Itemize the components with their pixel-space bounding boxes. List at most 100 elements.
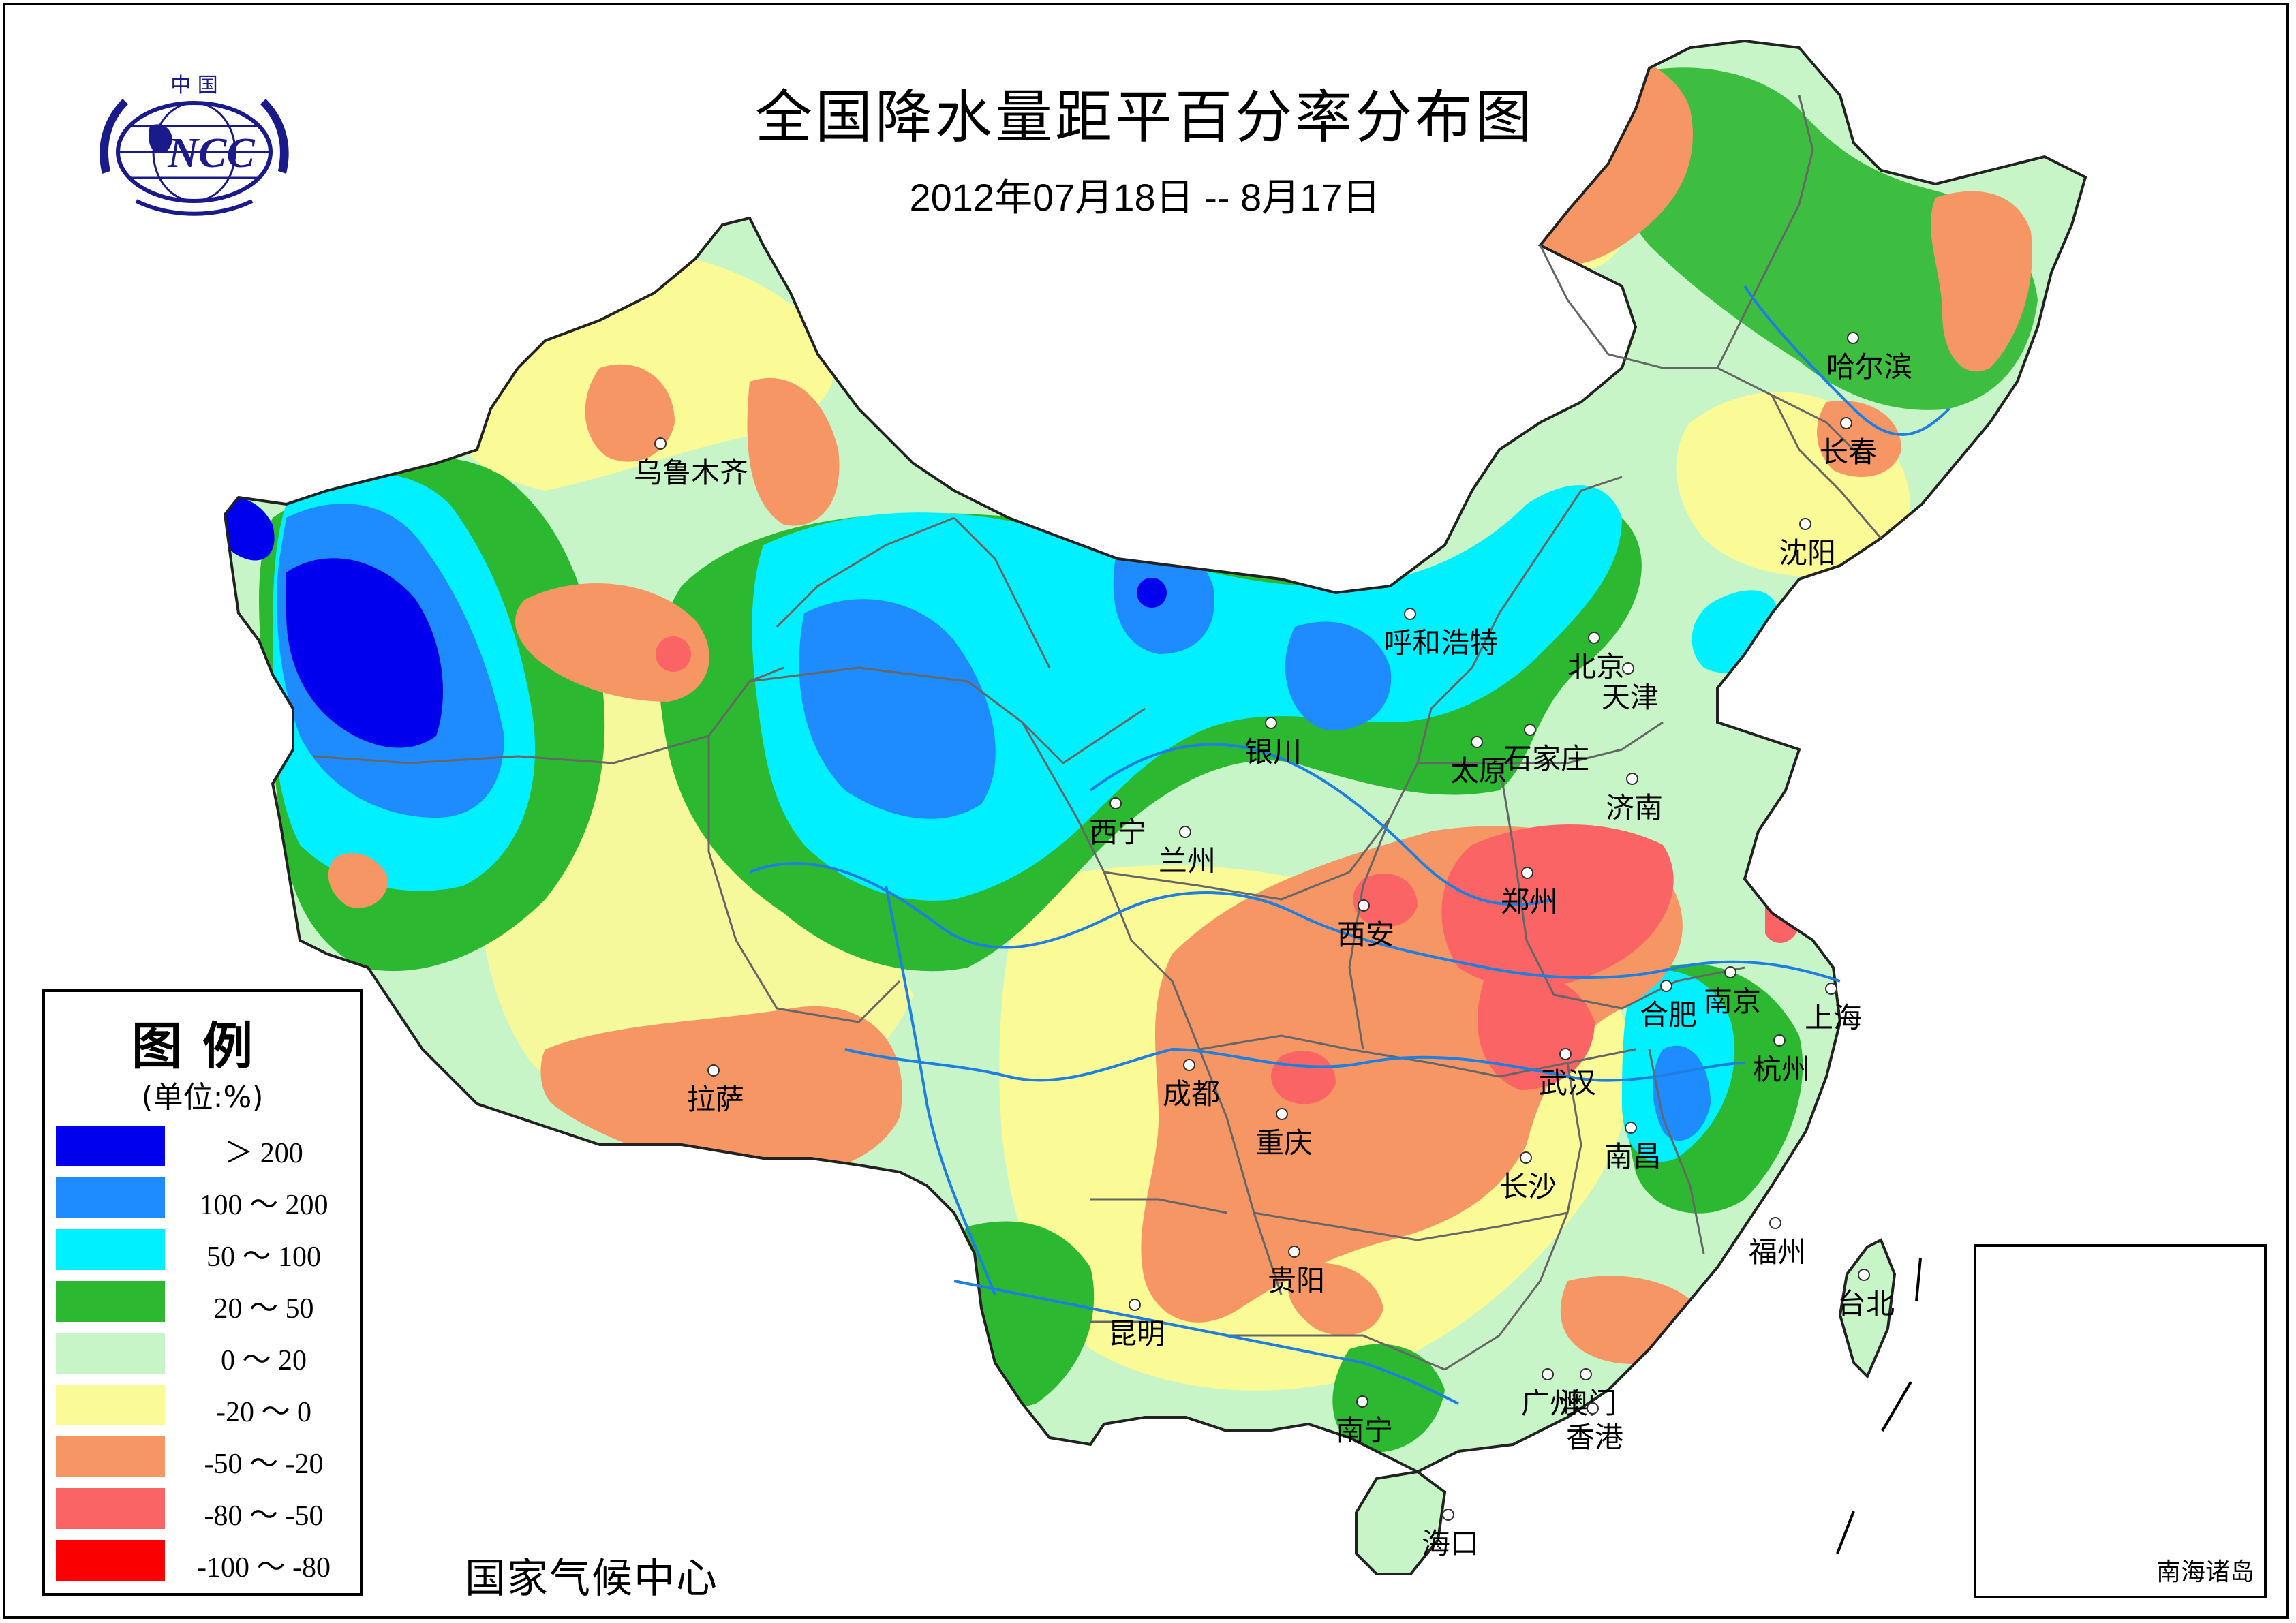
city-label: 北京 [1567,650,1625,683]
city-label: 福州 [1749,1235,1807,1269]
city-marker [707,1064,720,1077]
city-label: 长沙 [1499,1170,1557,1203]
legend: 图例 (单位:%) ＞ 200 100 ～ 200 50 ～ 100 20 ～ 50 0… [42,989,363,1596]
legend-swatch [56,1385,165,1425]
city-label: 乌鲁木齐 [634,456,749,489]
city-label: 合肥 [1640,998,1698,1032]
city-marker [1724,966,1736,978]
city-marker [1521,867,1533,879]
city-label: 兰州 [1159,844,1216,878]
city-label: 武汉 [1539,1066,1597,1100]
city-label: 南京 [1704,985,1762,1018]
city-label: 重庆 [1255,1126,1313,1160]
city-label: 贵阳 [1268,1264,1326,1297]
legend-item: -20 ～ 0 [56,1385,356,1428]
legend-item: -100 ～ -80 [56,1540,356,1583]
legend-label: 20 ～ 50 [213,1293,314,1325]
footer-org: 国家气候中心 [465,1555,718,1603]
legend-label: -100 ～ -80 [197,1552,331,1583]
city-label: 香港 [1566,1421,1624,1454]
city-marker [1442,1509,1454,1521]
legend-swatch [56,1540,165,1581]
legend-unit: (单位:%) [141,1080,264,1115]
date-range: 2012年07月18日 -- 8月17日 [909,176,1381,219]
city-marker [1769,1217,1781,1229]
legend-item: 20 ～ 50 [56,1281,356,1325]
city-label: 哈尔滨 [1826,350,1913,384]
city-marker [654,437,667,450]
city-marker [1773,1034,1786,1047]
city-label: 上海 [1805,1001,1863,1034]
city-marker [1580,1368,1592,1380]
city-label: 拉萨 [687,1083,745,1116]
city-label: 西宁 [1089,816,1147,849]
city-marker [1542,1368,1554,1380]
city-marker [1622,662,1634,675]
south-china-sea-inset: 南海诸岛 [1974,1244,2267,1598]
city-label: 郑州 [1501,885,1559,918]
city-label: 呼和浩特 [1383,626,1499,660]
city-marker [1179,826,1191,838]
city-marker [1588,632,1600,644]
city-marker [1626,773,1638,785]
city-marker [1109,797,1122,809]
city-label: 海口 [1422,1527,1480,1560]
city-marker [1858,1269,1870,1281]
legend-swatch [56,1177,165,1218]
legend-label: 100 ～ 200 [199,1190,328,1221]
legend-swatch [56,1436,165,1477]
legend-label: -80 ～ -50 [204,1500,324,1532]
legend-item: 50 ～ 100 [56,1229,356,1273]
legend-swatch [56,1488,165,1529]
city-marker [1404,608,1416,620]
city-marker [1520,1151,1532,1164]
logo-top-text: 中 国 [170,74,218,97]
city-label: 广州 [1521,1387,1579,1420]
city-marker [1358,899,1370,912]
city-marker [1847,332,1859,344]
city-label: 长春 [1820,435,1878,469]
city-label: 天津 [1602,681,1659,714]
logo-main-text: NCC [167,130,255,176]
legend-item: 0 ～ 20 [56,1333,356,1376]
city-marker [1524,724,1536,736]
city-label: 昆明 [1108,1317,1166,1350]
legend-swatch [56,1281,165,1322]
city-label: 沈阳 [1779,536,1837,570]
legend-item: ＞ 200 [56,1126,356,1169]
city-label: 石家庄 [1503,742,1590,775]
legend-swatch [56,1126,165,1166]
legend-item: 100 ～ 200 [56,1177,356,1221]
legend-label: 0 ～ 20 [220,1345,307,1376]
legend-label: -50 ～ -20 [204,1449,324,1480]
city-label: 西安 [1337,918,1395,951]
city-marker [1587,1402,1599,1415]
legend-item: -50 ～ -20 [56,1436,356,1480]
city-label: 南昌 [1604,1140,1662,1173]
city-label: 杭州 [1753,1053,1811,1086]
city-label: 台北 [1837,1287,1895,1320]
legend-title: 图例 [132,1017,273,1076]
ncc-logo: 中 国 NCC [75,72,313,228]
city-marker [1625,1122,1637,1134]
city-marker [1276,1108,1288,1120]
page-title: 全国降水量距平百分率分布图 [754,84,1535,151]
legend-swatch [56,1333,165,1374]
city-marker [1265,717,1277,729]
city-marker [1356,1395,1368,1408]
city-marker [1559,1048,1572,1060]
city-label: 银川 [1244,735,1302,769]
legend-item: -80 ～ -50 [56,1488,356,1532]
city-label: 成都 [1163,1077,1221,1111]
legend-label: ＞ 200 [224,1138,303,1169]
legend-label: -20 ～ 0 [216,1397,311,1428]
city-label: 太原 [1450,754,1508,788]
inset-label: 南海诸岛 [2156,1558,2254,1586]
city-label: 济南 [1606,791,1664,824]
legend-swatch [56,1229,165,1270]
city-marker [1825,983,1837,995]
city-marker [1183,1059,1195,1071]
city-marker [1660,980,1672,992]
city-marker [1799,518,1811,530]
